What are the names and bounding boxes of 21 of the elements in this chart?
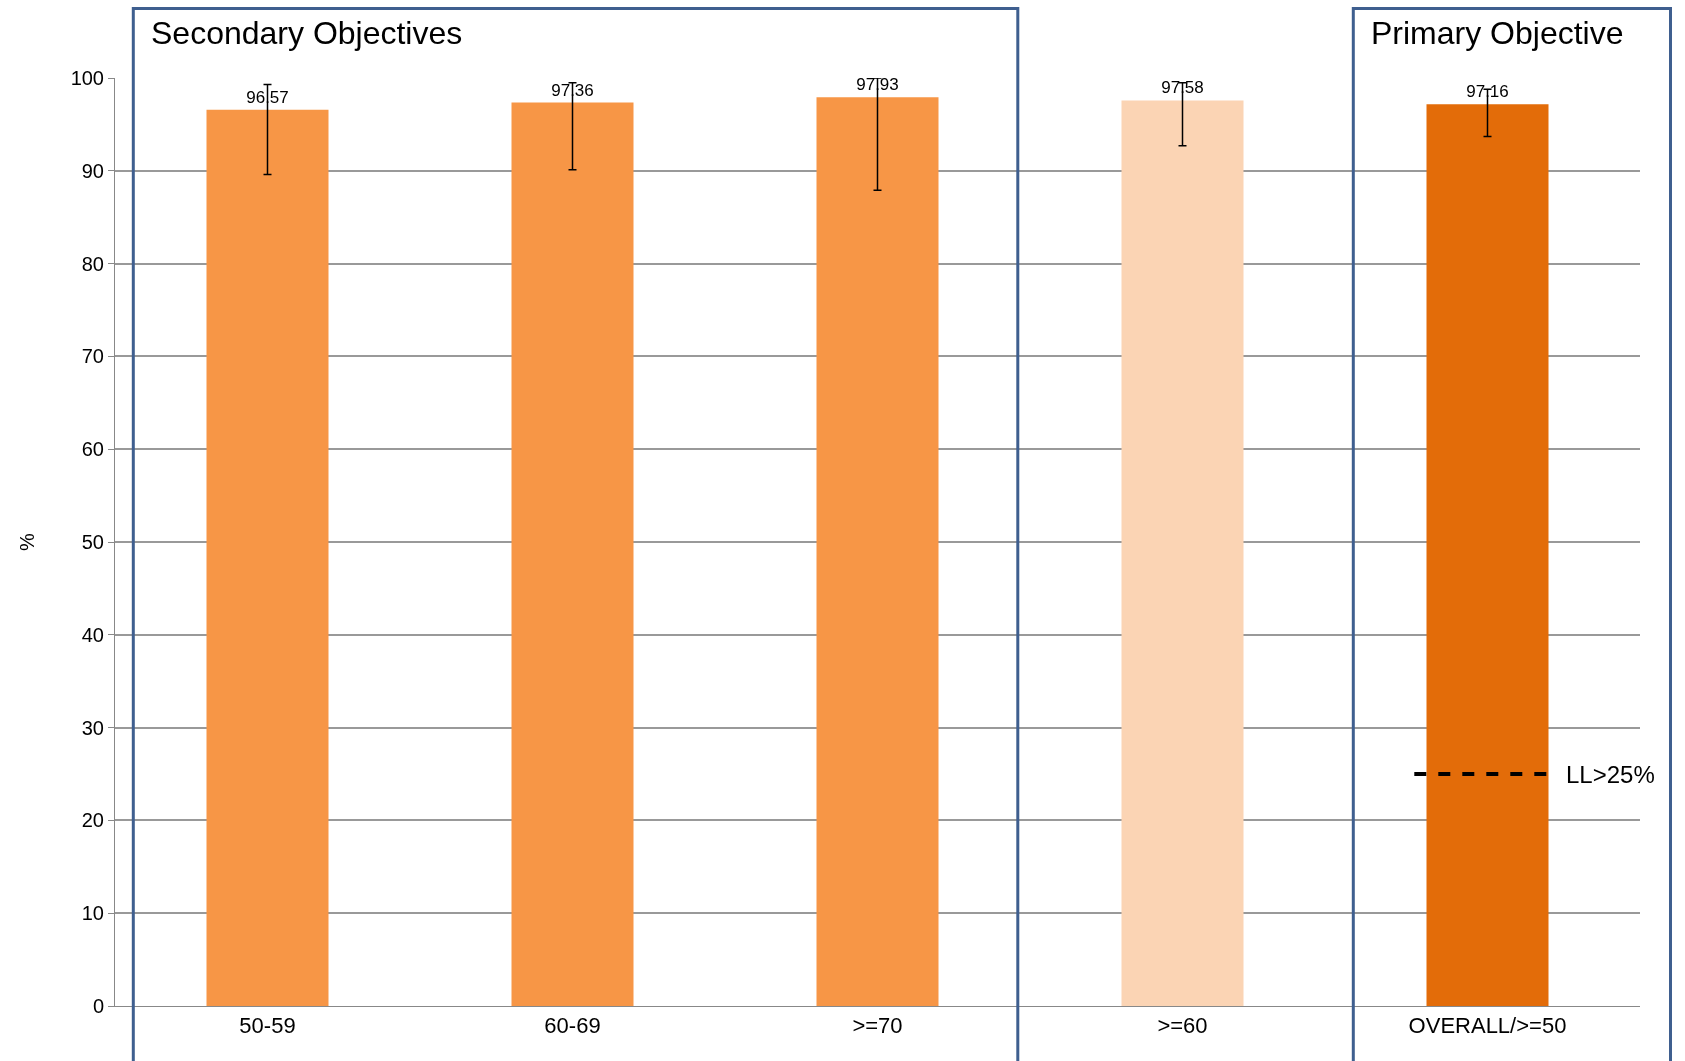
y-tick-label: 60 — [81, 438, 104, 461]
y-tick-label: 0 — [92, 995, 104, 1017]
y-tick-label: 10 — [81, 902, 104, 925]
y-tick-label: 90 — [81, 159, 104, 182]
y-tick-label: 30 — [81, 716, 104, 739]
y-tick-label: 100 — [70, 67, 104, 89]
x-tick-label: 60-69 — [544, 1013, 601, 1039]
y-axis-title: % — [16, 532, 39, 551]
x-tick-label: >=70 — [852, 1013, 903, 1039]
y-tick-label: 50 — [81, 531, 104, 553]
x-tick-label: >=60 — [1157, 1013, 1208, 1039]
x-tick-label: OVERALL/>=50 — [1408, 1013, 1567, 1039]
y-tick-label: 70 — [81, 345, 104, 368]
x-tick-label: 50-59 — [239, 1013, 296, 1039]
y-tick-label: 40 — [81, 623, 104, 646]
ref-line-label: LL>25% — [1566, 761, 1655, 788]
text: Primary Objective — [1371, 15, 1624, 51]
y-tick-label: 80 — [81, 252, 104, 275]
y-tick-label: 20 — [81, 809, 104, 832]
text: Secondary Objectives — [151, 15, 463, 51]
data-label: 97.16 — [1466, 82, 1509, 102]
